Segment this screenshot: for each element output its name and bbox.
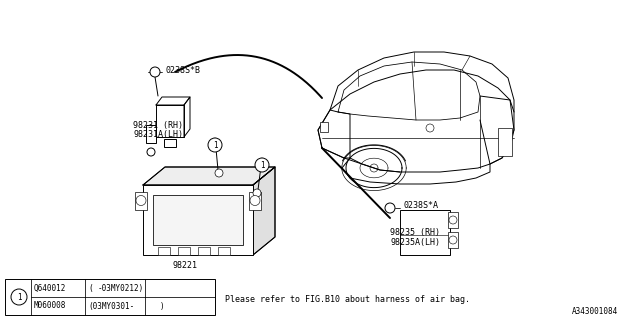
- Circle shape: [147, 148, 155, 156]
- Bar: [5, 279, 215, 315]
- Bar: [158, 247, 170, 255]
- Polygon shape: [143, 167, 275, 185]
- Bar: [153, 195, 243, 245]
- Polygon shape: [253, 167, 275, 255]
- Bar: [135, 191, 147, 210]
- Bar: [448, 232, 458, 248]
- Circle shape: [385, 203, 395, 213]
- Circle shape: [215, 169, 223, 177]
- Text: 0238S*B: 0238S*B: [165, 66, 200, 75]
- Circle shape: [426, 124, 434, 132]
- Bar: [143, 185, 253, 255]
- Text: 1: 1: [17, 292, 21, 301]
- Text: ): ): [160, 301, 164, 310]
- Circle shape: [449, 216, 457, 224]
- Text: 98231A(LH): 98231A(LH): [133, 130, 183, 139]
- Bar: [249, 191, 261, 210]
- Circle shape: [150, 67, 160, 77]
- Text: (: (: [88, 284, 93, 292]
- Circle shape: [11, 289, 27, 305]
- Bar: [146, 125, 156, 143]
- Bar: [178, 247, 190, 255]
- Text: A343001084: A343001084: [572, 307, 618, 316]
- Text: M060008: M060008: [34, 301, 67, 310]
- Bar: [400, 210, 450, 255]
- Circle shape: [449, 236, 457, 244]
- Text: 98231 (RH): 98231 (RH): [133, 121, 183, 130]
- Text: Please refer to FIG.B10 about harness of air bag.: Please refer to FIG.B10 about harness of…: [225, 294, 470, 303]
- Bar: [498, 128, 512, 156]
- Bar: [218, 247, 230, 255]
- Text: 0238S*A: 0238S*A: [403, 201, 438, 210]
- Text: -03MY0212): -03MY0212): [98, 284, 144, 292]
- Text: 98235 (RH): 98235 (RH): [390, 228, 440, 236]
- Text: 98221: 98221: [173, 260, 198, 269]
- Bar: [448, 212, 458, 228]
- Text: 1: 1: [260, 161, 264, 170]
- Bar: [320, 122, 328, 132]
- Text: (03MY0301-: (03MY0301-: [88, 301, 134, 310]
- Circle shape: [250, 196, 260, 205]
- Text: 98235A(LH): 98235A(LH): [390, 237, 440, 246]
- Bar: [198, 247, 210, 255]
- Text: 1: 1: [212, 140, 218, 149]
- Circle shape: [255, 158, 269, 172]
- Circle shape: [253, 189, 261, 197]
- Bar: [164, 139, 176, 147]
- Text: Q640012: Q640012: [34, 284, 67, 292]
- Circle shape: [136, 196, 146, 205]
- Circle shape: [208, 138, 222, 152]
